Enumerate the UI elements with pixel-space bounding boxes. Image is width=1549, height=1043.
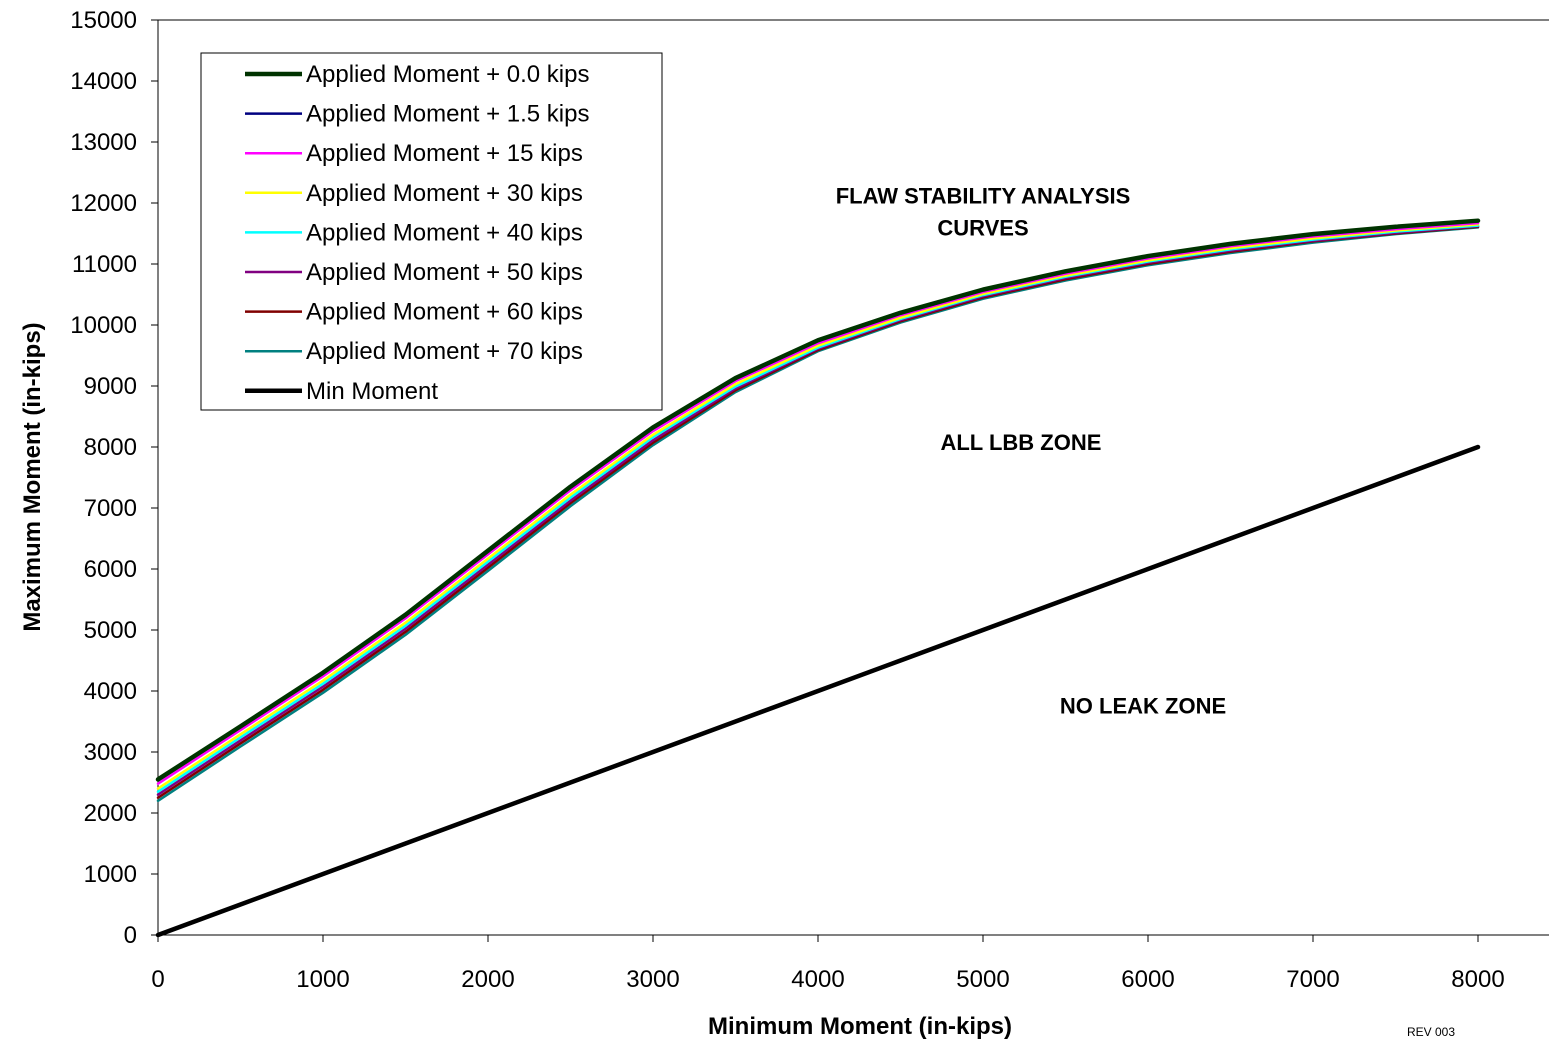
x-tick-label: 8000 — [1451, 966, 1504, 993]
y-tick-label: 0 — [124, 922, 137, 949]
series-line-8 — [155, 444, 1481, 938]
x-tick-label: 7000 — [1286, 966, 1339, 993]
legend-label-1: Applied Moment + 1.5 kips — [306, 101, 590, 128]
annot-lbb: ALL LBB ZONE — [940, 430, 1101, 455]
y-tick-label: 12000 — [70, 190, 137, 217]
x-tick-label: 0 — [151, 966, 164, 993]
legend-label-6: Applied Moment + 60 kips — [306, 299, 583, 326]
legend-label-0: Applied Moment + 0.0 kips — [306, 61, 590, 88]
x-tick-label: 1000 — [296, 966, 349, 993]
series-line-2 — [156, 221, 1480, 785]
series-group — [155, 218, 1481, 938]
tick-group: 0 1000 2000 3000 4000 5000 6000 7000 8000 0 1000 20… — [70, 7, 1504, 993]
y-tick-label: 15000 — [70, 7, 137, 34]
y-tick-label: 8000 — [84, 434, 137, 461]
annot-noleak: NO LEAK ZONE — [1060, 694, 1226, 719]
annot-flaw-1: FLAW STABILITY ANALYSIS — [836, 184, 1131, 209]
y-tick-label: 4000 — [84, 678, 137, 705]
legend-label-4: Applied Moment + 40 kips — [306, 219, 583, 246]
annot-flaw-2: CURVES — [937, 215, 1028, 240]
y-tick-label: 1000 — [84, 861, 137, 888]
annotation-group: FLAW STABILITY ANALYSIS CURVES ALL LBB ZON… — [836, 184, 1226, 719]
legend-label-3: Applied Moment + 30 kips — [306, 180, 583, 207]
x-tick-label: 2000 — [461, 966, 514, 993]
y-tick-label: 7000 — [84, 495, 137, 522]
legend-label-2: Applied Moment + 15 kips — [306, 140, 583, 167]
legend-label-7: Applied Moment + 70 kips — [306, 338, 583, 365]
y-tick-label: 9000 — [84, 373, 137, 400]
revision-label: REV 003 — [1407, 1025, 1455, 1039]
y-tick-label: 3000 — [84, 739, 137, 766]
x-tick-label: 5000 — [956, 966, 1009, 993]
series-line-0 — [155, 218, 1481, 782]
legend-label-5: Applied Moment + 50 kips — [306, 259, 583, 286]
x-tick-label: 3000 — [626, 966, 679, 993]
y-tick-label: 14000 — [70, 68, 137, 95]
y-axis-title: Maximum Moment (in-kips) — [19, 322, 46, 631]
legend-label-8: Min Moment — [306, 378, 438, 405]
series-line-3 — [156, 223, 1480, 790]
x-tick-label: 4000 — [791, 966, 844, 993]
x-axis-title: Minimum Moment (in-kips) — [708, 1013, 1012, 1040]
y-tick-label: 11000 — [72, 251, 137, 278]
y-tick-label: 6000 — [84, 556, 137, 583]
x-tick-label: 6000 — [1121, 966, 1174, 993]
y-tick-label: 13000 — [70, 129, 137, 156]
y-tick-label: 2000 — [84, 800, 137, 827]
y-tick-label: 10000 — [70, 312, 137, 339]
y-tick-label: 5000 — [84, 617, 137, 644]
legend: Applied Moment + 0.0 kips Applied Moment … — [200, 52, 663, 411]
